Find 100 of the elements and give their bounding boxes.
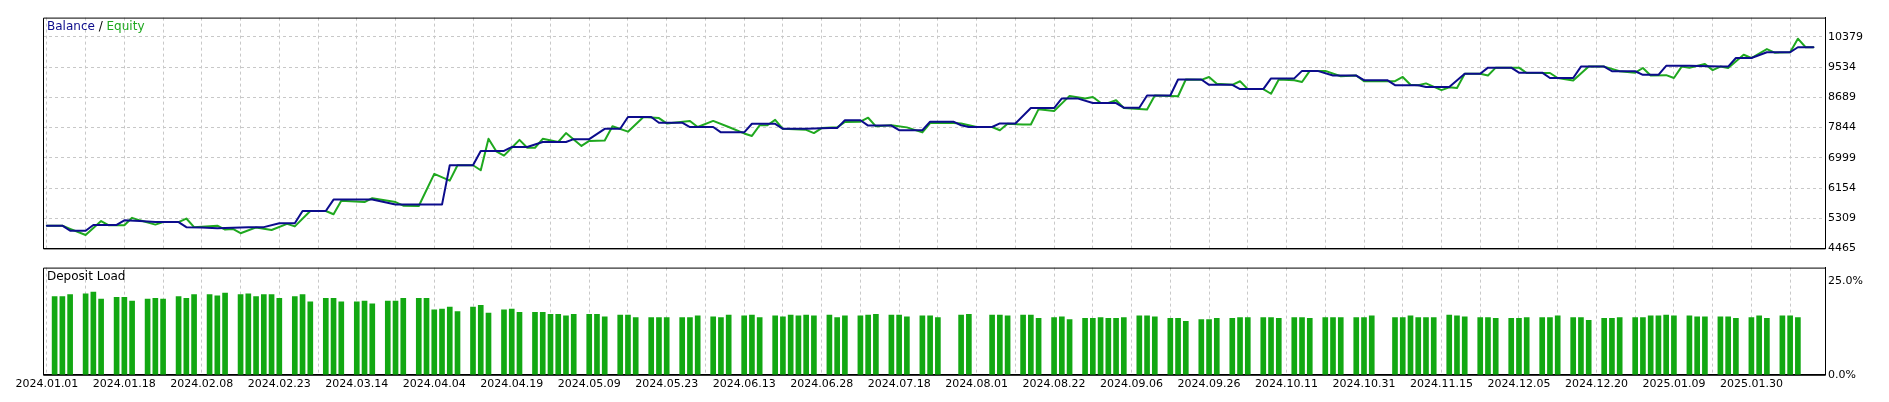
bar	[842, 315, 848, 375]
bar	[98, 298, 104, 375]
chart-title: Deposit Load	[47, 268, 126, 283]
bar	[222, 292, 228, 375]
bar	[687, 317, 693, 375]
bar	[1795, 317, 1801, 375]
x-tick-label: 2024.08.01	[945, 377, 1009, 391]
bar	[1275, 318, 1282, 375]
y-tick-label: 8689	[1828, 90, 1856, 104]
x-tick-label: 2024.05.09	[557, 377, 621, 391]
x-tick-label: 2024.04.19	[480, 377, 544, 391]
bar	[935, 317, 941, 375]
bar	[966, 313, 972, 375]
bar	[1082, 318, 1088, 375]
bar	[1330, 317, 1336, 375]
x-tick-label: 2025.01.30	[1719, 377, 1783, 391]
bar	[663, 317, 670, 375]
bar	[1477, 317, 1484, 375]
bar	[563, 315, 569, 375]
bar	[725, 314, 732, 375]
x-tick-label: 2024.01.01	[15, 377, 79, 391]
x-tick-label: 2024.11.15	[1409, 377, 1473, 391]
bar	[532, 312, 538, 375]
bar	[1028, 314, 1034, 375]
bar	[1609, 318, 1615, 375]
bar	[1694, 316, 1700, 375]
bar	[400, 298, 407, 375]
bar	[253, 296, 259, 375]
y-tick-label: 5309	[1828, 211, 1856, 225]
bar	[1756, 315, 1762, 375]
bar	[594, 313, 600, 375]
x-tick-label: 2024.05.23	[635, 377, 699, 391]
bar	[322, 298, 329, 375]
bar	[1291, 317, 1298, 375]
bar	[539, 312, 546, 375]
bar	[632, 317, 639, 375]
bar	[508, 308, 515, 375]
bar	[1105, 318, 1112, 375]
bar	[1663, 314, 1669, 375]
x-tick-label: 2024.12.20	[1564, 377, 1628, 391]
bar	[1120, 317, 1127, 375]
bar	[1361, 317, 1367, 375]
x-tick-label: 2024.06.28	[790, 377, 854, 391]
bar	[1733, 318, 1739, 375]
y-tick-label: 4465	[1828, 241, 1856, 255]
bar	[756, 317, 763, 375]
bar	[625, 314, 631, 375]
bar	[749, 314, 755, 375]
bar	[989, 314, 995, 375]
bar	[1647, 315, 1654, 375]
bar	[1554, 315, 1561, 375]
y-tick-label: 6154	[1828, 180, 1856, 194]
bar	[431, 309, 438, 375]
bar	[1167, 318, 1174, 375]
bar	[865, 314, 871, 375]
bar	[656, 317, 662, 375]
bar	[260, 294, 267, 375]
bar	[570, 313, 577, 375]
bar	[1244, 317, 1251, 375]
x-tick-label: 2024.03.14	[325, 377, 389, 391]
bar	[710, 316, 717, 375]
bar	[927, 315, 933, 375]
bar	[958, 314, 964, 375]
bar	[648, 317, 655, 375]
bar	[439, 308, 445, 375]
bar	[997, 314, 1003, 375]
bar	[1415, 317, 1422, 375]
bar	[1198, 319, 1205, 375]
bar	[873, 313, 879, 375]
bar	[1725, 316, 1731, 375]
bar	[1353, 317, 1360, 375]
bar	[1539, 317, 1546, 375]
bar	[1090, 318, 1096, 375]
bar	[214, 295, 221, 375]
bar	[1213, 318, 1220, 375]
bar	[1306, 318, 1313, 375]
bar	[555, 313, 562, 375]
bar	[446, 306, 453, 375]
annotation: /	[98, 18, 104, 33]
bar	[780, 316, 786, 375]
bar	[1392, 317, 1398, 375]
bar	[679, 317, 686, 375]
x-tick-label: 2024.07.18	[867, 377, 931, 391]
bar	[586, 313, 593, 375]
bar	[191, 294, 197, 375]
bar	[1508, 318, 1515, 375]
bar	[1206, 319, 1212, 375]
bar	[741, 315, 748, 375]
bar	[811, 315, 817, 375]
x-tick-label: 2024.06.13	[712, 377, 776, 391]
bar	[1523, 317, 1530, 375]
bar	[1399, 317, 1406, 375]
bar	[803, 314, 809, 375]
bar	[904, 316, 910, 375]
bar	[601, 316, 608, 375]
text: Balance	[47, 18, 95, 33]
bar	[772, 315, 778, 375]
bar	[369, 303, 376, 375]
bar	[1051, 317, 1057, 375]
y-tick-label: 25.0%	[1828, 273, 1863, 287]
